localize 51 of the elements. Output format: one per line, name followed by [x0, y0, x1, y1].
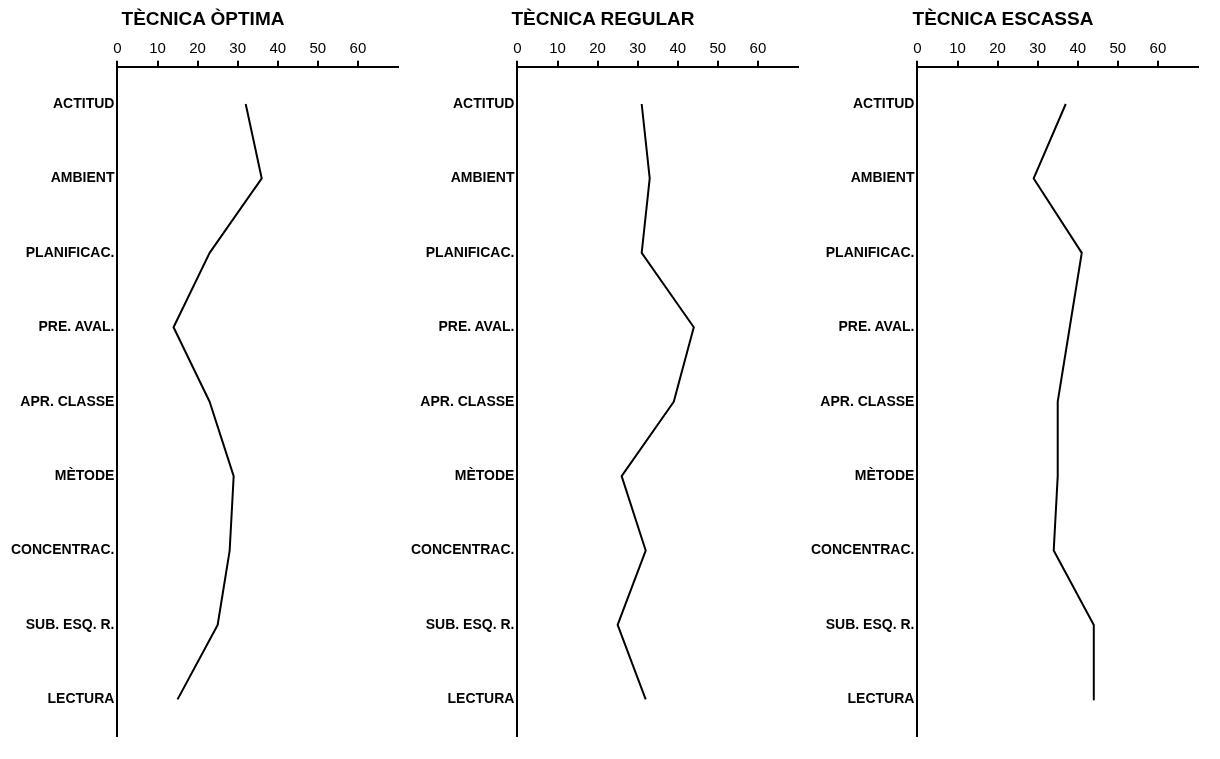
x-tick-label: 20	[589, 38, 606, 56]
x-tick-label: 10	[549, 38, 566, 56]
x-tick-label: 20	[189, 38, 206, 56]
x-tick-label: 10	[949, 38, 966, 56]
y-tick-label: PLANIFICAC.	[25, 243, 115, 260]
y-tick-label: MÈTODE	[454, 466, 515, 483]
y-tick-label: ACTITUD	[453, 94, 515, 111]
chart-title: TÈCNICA REGULAR	[511, 7, 695, 29]
y-tick-label: SUB. ESQ. R.	[425, 615, 515, 632]
y-tick-label: APR. CLASSE	[820, 392, 915, 409]
y-tick-label: MÈTODE	[54, 466, 115, 483]
y-tick-label: MÈTODE	[854, 466, 915, 483]
x-tick-label: 50	[1109, 38, 1127, 56]
x-tick-label: 30	[1029, 38, 1047, 56]
x-tick-label: 0	[913, 38, 922, 56]
y-tick-label: ACTITUD	[853, 94, 915, 111]
y-tick-label: CONCENTRAC.	[810, 541, 915, 558]
y-tick-label: LECTURA	[847, 690, 915, 707]
y-tick-label: APR. CLASSE	[20, 392, 115, 409]
x-tick-label: 60	[349, 38, 367, 56]
y-tick-label: SUB. ESQ. R.	[25, 615, 115, 632]
y-tick-label: ACTITUD	[53, 94, 115, 111]
x-tick-label: 10	[149, 38, 166, 56]
x-tick-label: 50	[709, 38, 727, 56]
x-tick-label: 20	[989, 38, 1006, 56]
y-tick-label: SUB. ESQ. R.	[825, 615, 915, 632]
x-tick-label: 40	[269, 38, 287, 56]
y-tick-label: LECTURA	[447, 690, 515, 707]
y-tick-label: CONCENTRAC.	[10, 541, 115, 558]
y-tick-label: AMBIENT	[450, 169, 515, 186]
x-tick-label: 50	[309, 38, 327, 56]
y-tick-label: PRE. AVAL.	[438, 318, 515, 335]
y-tick-label: PLANIFICAC.	[825, 243, 915, 260]
x-tick-label: 40	[1069, 38, 1087, 56]
x-tick-label: 60	[749, 38, 767, 56]
x-tick-label: 60	[1149, 38, 1167, 56]
y-tick-label: AMBIENT	[50, 169, 115, 186]
x-tick-label: 30	[629, 38, 647, 56]
y-tick-label: AMBIENT	[850, 169, 915, 186]
x-tick-label: 30	[229, 38, 247, 56]
chart-title: TÈCNICA ESCASSA	[912, 7, 1094, 29]
y-tick-label: LECTURA	[47, 690, 115, 707]
x-tick-label: 40	[669, 38, 687, 56]
y-tick-label: APR. CLASSE	[420, 392, 515, 409]
y-tick-label: PRE. AVAL.	[838, 318, 915, 335]
chart-title: TÈCNICA ÒPTIMA	[121, 7, 285, 29]
x-tick-label: 0	[513, 38, 522, 56]
y-tick-label: PRE. AVAL.	[38, 318, 115, 335]
y-tick-label: CONCENTRAC.	[410, 541, 515, 558]
x-tick-label: 0	[113, 38, 122, 56]
y-tick-label: PLANIFICAC.	[425, 243, 515, 260]
